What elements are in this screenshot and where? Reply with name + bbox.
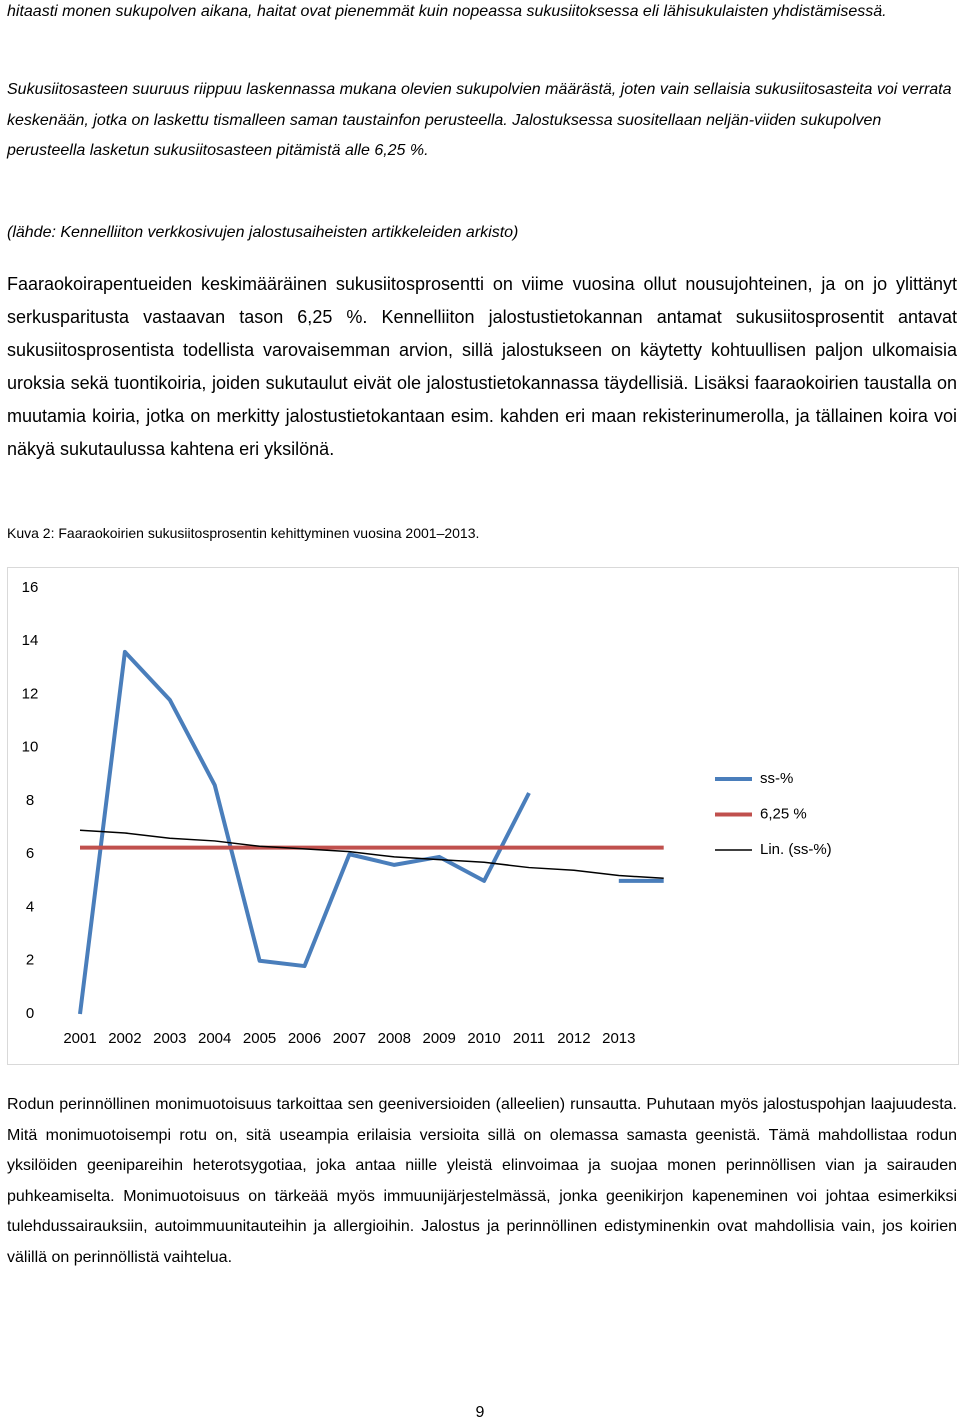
series-line xyxy=(79,829,664,879)
chart-frame xyxy=(7,567,959,1065)
x-tick-label: 2007 xyxy=(333,1030,366,1047)
paragraph: hitaasti monen sukupolven aikana, haitat… xyxy=(7,3,887,20)
chart: 0 2 4 6 8 10 12 14 16 2001 2002 2003 2004 2005 2006 200… xyxy=(7,567,959,1065)
paragraph: Faaraokoirapentueiden keskimääräinen suk… xyxy=(7,274,957,459)
y-tick-label: 10 xyxy=(22,739,39,756)
x-tick-label: 2006 xyxy=(288,1030,321,1047)
y-tick-label: 12 xyxy=(22,685,39,702)
figure-caption: Kuva 2: Faaraokoirien sukusiitosprosenti… xyxy=(7,525,480,541)
paragraph: Rodun perinnöllinen monimuotoisuus tarko… xyxy=(7,1096,957,1266)
y-tick-label: 4 xyxy=(26,898,34,915)
x-tick-label: 2011 xyxy=(513,1030,545,1047)
x-tick-label: 2013 xyxy=(602,1030,635,1047)
y-tick-label: 14 xyxy=(22,632,39,649)
x-tick-label: 2012 xyxy=(557,1030,590,1047)
legend-label: 6,25 % xyxy=(760,805,807,822)
x-tick-label: 2009 xyxy=(423,1030,456,1047)
y-tick-label: 2 xyxy=(26,952,34,969)
legend-label: ss-% xyxy=(760,770,793,787)
y-tick-label: 16 xyxy=(22,579,39,596)
y-tick-label: 8 xyxy=(26,792,34,809)
x-tick-label: 2004 xyxy=(198,1030,231,1047)
y-tick-label: 6 xyxy=(26,845,34,862)
series-line xyxy=(78,649,664,1015)
x-tick-label: 2003 xyxy=(153,1030,186,1047)
x-tick-label: 2002 xyxy=(108,1030,141,1047)
x-tick-label: 2010 xyxy=(467,1030,500,1047)
x-tick-label: 2008 xyxy=(378,1030,411,1047)
x-tick-label: 2005 xyxy=(243,1030,276,1047)
source-note: (lähde: Kennelliiton verkkosivujen jalos… xyxy=(7,224,519,241)
page-number: 9 xyxy=(475,1404,485,1421)
paragraph: Sukusiitosasteen suuruus riippuu laskenn… xyxy=(7,81,952,159)
x-tick-label: 2001 xyxy=(63,1030,96,1047)
legend-label: Lin. (ss-%) xyxy=(760,841,832,858)
y-tick-label: 0 xyxy=(26,1005,34,1022)
